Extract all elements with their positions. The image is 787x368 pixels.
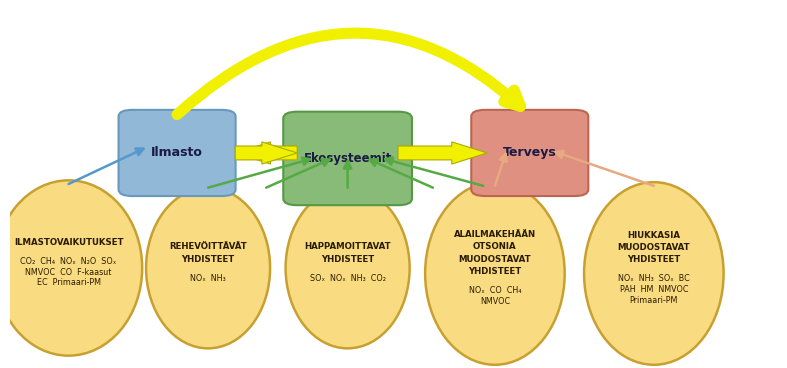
Text: HAPPAMOITTAVAT: HAPPAMOITTAVAT [305,242,391,251]
Text: NOₓ  CO  CH₄: NOₓ CO CH₄ [468,286,521,295]
FancyBboxPatch shape [471,110,589,196]
Ellipse shape [584,182,723,365]
Text: CO₂  CH₄  NOₓ  N₂O  SOₓ: CO₂ CH₄ NOₓ N₂O SOₓ [20,256,116,266]
Ellipse shape [0,180,142,355]
Polygon shape [235,142,297,164]
Text: ILMASTOVAIKUTUKSET: ILMASTOVAIKUTUKSET [14,238,124,247]
Text: NMVOC: NMVOC [480,297,510,306]
Ellipse shape [286,188,409,348]
Text: YHDISTEET: YHDISTEET [182,255,235,264]
Ellipse shape [425,182,565,365]
Text: REHEVÖITTÄVÄT: REHEVÖITTÄVÄT [169,242,247,251]
Text: OTSONIA: OTSONIA [473,242,517,251]
Text: YHDISTEET: YHDISTEET [627,255,681,265]
Text: Ilmasto: Ilmasto [151,146,203,159]
FancyBboxPatch shape [119,110,235,196]
Text: YHDISTEET: YHDISTEET [468,267,522,276]
Text: NOₓ  NH₃: NOₓ NH₃ [190,274,226,283]
Text: Ekosysteemit: Ekosysteemit [304,152,392,165]
Text: NMVOC  CO  F-kaasut: NMVOC CO F-kaasut [25,268,112,276]
Text: Terveys: Terveys [503,146,556,159]
Text: MUODOSTAVAT: MUODOSTAVAT [618,243,690,252]
Text: EC  Primaari-PM: EC Primaari-PM [36,279,101,287]
Text: Primaari-PM: Primaari-PM [630,296,678,305]
Text: SOₓ  NOₓ  NH₃  CO₂: SOₓ NOₓ NH₃ CO₂ [309,274,386,283]
Text: HIUKKASIA: HIUKKASIA [627,231,680,240]
Ellipse shape [146,188,270,348]
Polygon shape [235,142,297,164]
Text: NOₓ  NH₃  SOₓ  BC: NOₓ NH₃ SOₓ BC [618,275,689,283]
FancyBboxPatch shape [283,112,412,205]
Text: YHDISTEET: YHDISTEET [321,255,375,264]
Text: MUODOSTAVAT: MUODOSTAVAT [459,255,531,264]
Polygon shape [398,142,487,164]
Text: PAH  HM  NMVOC: PAH HM NMVOC [619,286,688,294]
Text: ALAILMAKEHÄÄN: ALAILMAKEHÄÄN [454,230,536,239]
